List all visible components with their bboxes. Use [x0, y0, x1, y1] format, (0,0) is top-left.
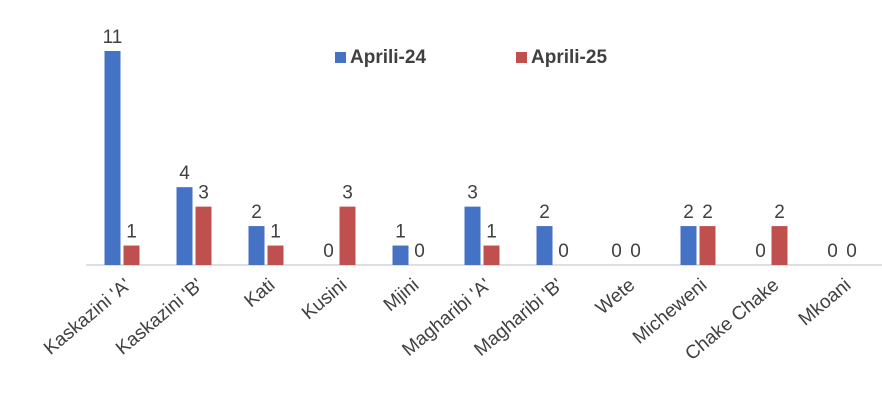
value-label: 1	[395, 222, 406, 243]
value-label: 2	[539, 202, 550, 223]
legend-label: Aprili-24	[350, 47, 426, 68]
value-label: 3	[342, 183, 353, 204]
x-tick-label: Mkoani	[795, 275, 855, 330]
value-label: 2	[774, 202, 785, 223]
value-label: 0	[414, 241, 425, 262]
value-label: 3	[198, 183, 209, 204]
x-tick-label: Wete	[592, 275, 639, 319]
bar	[195, 206, 212, 265]
value-label: 2	[251, 202, 262, 223]
bar	[483, 245, 500, 265]
bar	[339, 206, 356, 265]
value-label: 3	[467, 183, 478, 204]
bar	[104, 51, 121, 265]
value-label: 1	[486, 222, 497, 243]
value-label: 1	[270, 222, 281, 243]
value-label: 0	[755, 241, 766, 262]
value-label: 0	[846, 241, 857, 262]
value-label: 1	[126, 222, 137, 243]
x-tick-label: Mjini	[380, 275, 423, 316]
value-label: 11	[103, 27, 123, 48]
value-label: 2	[683, 202, 694, 223]
bar	[123, 245, 140, 265]
value-label: 0	[558, 241, 569, 262]
bar	[392, 245, 409, 265]
bar	[267, 245, 284, 265]
legend-swatch	[516, 52, 527, 63]
value-label: 2	[702, 202, 713, 223]
bar	[248, 226, 265, 265]
x-tick-label: Kusini	[298, 275, 351, 324]
value-label: 0	[611, 241, 622, 262]
value-label: 4	[179, 163, 190, 184]
bar	[176, 187, 193, 265]
legend-label: Aprili-25	[531, 47, 607, 68]
value-label: 0	[323, 241, 334, 262]
bar	[680, 226, 697, 265]
bar	[771, 226, 788, 265]
bar	[464, 206, 481, 265]
bar	[536, 226, 553, 265]
x-tick-label: Kati	[241, 275, 280, 312]
bar	[699, 226, 716, 265]
legend-swatch	[335, 52, 346, 63]
value-label: 0	[827, 241, 838, 262]
value-label: 0	[630, 241, 641, 262]
